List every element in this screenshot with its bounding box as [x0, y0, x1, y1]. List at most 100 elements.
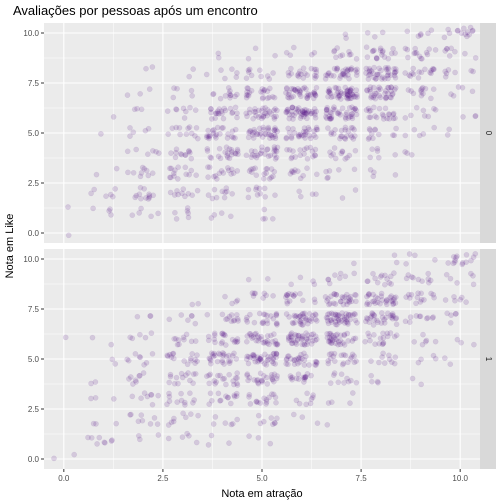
data-point	[386, 280, 393, 286]
data-point	[304, 93, 310, 99]
data-point	[252, 45, 259, 52]
data-point	[329, 337, 336, 344]
data-point	[274, 128, 281, 135]
data-point	[376, 340, 383, 347]
data-point	[430, 86, 437, 92]
data-point	[402, 70, 409, 76]
data-point	[460, 25, 467, 32]
data-point	[106, 208, 112, 214]
data-point	[257, 130, 264, 136]
data-point	[244, 372, 250, 379]
data-point	[328, 110, 335, 116]
data-point	[301, 106, 308, 113]
data-point	[348, 377, 354, 384]
data-point	[142, 127, 149, 134]
data-point	[422, 85, 429, 92]
data-point	[166, 316, 173, 323]
data-point	[410, 71, 417, 77]
data-point	[258, 113, 265, 119]
data-point	[326, 89, 333, 96]
data-point	[244, 333, 251, 339]
data-point	[187, 355, 194, 362]
data-point	[263, 399, 270, 405]
data-point	[232, 126, 239, 133]
data-point	[308, 318, 314, 324]
data-point	[431, 124, 438, 131]
data-point	[342, 273, 349, 280]
data-point	[137, 354, 144, 361]
data-point	[155, 392, 161, 399]
data-point	[353, 56, 360, 62]
data-point	[215, 111, 222, 117]
data-point	[174, 399, 180, 405]
data-point	[323, 72, 329, 78]
data-point	[417, 313, 424, 320]
data-point	[391, 270, 397, 276]
data-point	[192, 338, 199, 344]
data-point	[272, 192, 278, 198]
data-point	[270, 391, 277, 398]
data-point	[328, 72, 334, 79]
data-point	[244, 89, 250, 95]
data-point	[269, 358, 276, 365]
data-point	[302, 374, 309, 380]
data-point	[283, 134, 290, 141]
data-point	[128, 411, 134, 418]
data-point	[229, 336, 236, 343]
data-point	[431, 105, 437, 112]
data-point	[265, 127, 272, 134]
data-point	[208, 106, 214, 112]
data-point	[311, 296, 318, 303]
data-point	[285, 335, 292, 341]
data-point	[283, 86, 290, 92]
data-point	[171, 415, 177, 422]
data-point	[227, 357, 234, 364]
data-point	[430, 65, 436, 72]
data-point	[167, 165, 173, 172]
data-point	[392, 172, 399, 178]
data-point	[254, 152, 261, 159]
data-point	[392, 354, 399, 361]
data-point	[127, 334, 133, 341]
data-point	[249, 290, 256, 296]
data-point	[164, 352, 171, 359]
data-point	[367, 314, 374, 321]
data-point	[378, 67, 384, 74]
data-point	[205, 174, 211, 180]
data-point	[416, 313, 423, 320]
data-point	[369, 298, 376, 305]
data-point	[228, 166, 235, 173]
data-point	[177, 150, 184, 157]
data-point	[371, 47, 377, 54]
data-point	[246, 106, 253, 113]
data-point	[223, 393, 229, 400]
data-point	[101, 439, 108, 446]
data-point	[208, 432, 215, 439]
data-point	[220, 350, 226, 356]
data-point	[65, 232, 72, 239]
data-point	[327, 149, 333, 155]
data-point	[303, 86, 309, 92]
data-point	[327, 330, 334, 337]
data-point	[258, 354, 264, 360]
data-point	[245, 194, 252, 201]
data-point	[259, 377, 266, 384]
gridlines-0	[44, 23, 480, 243]
data-point	[292, 314, 299, 320]
data-point	[127, 125, 133, 131]
data-point	[258, 336, 265, 343]
data-point	[234, 375, 240, 381]
data-point	[336, 109, 343, 115]
data-point	[422, 338, 429, 345]
data-point	[380, 113, 387, 119]
data-point	[298, 317, 305, 323]
data-point	[210, 126, 217, 133]
data-point	[232, 150, 239, 157]
data-point	[345, 338, 352, 344]
data-point	[273, 354, 280, 361]
data-point	[364, 316, 371, 322]
data-point	[205, 442, 212, 448]
data-point	[136, 210, 142, 216]
data-point	[339, 148, 346, 154]
data-point	[210, 91, 217, 97]
